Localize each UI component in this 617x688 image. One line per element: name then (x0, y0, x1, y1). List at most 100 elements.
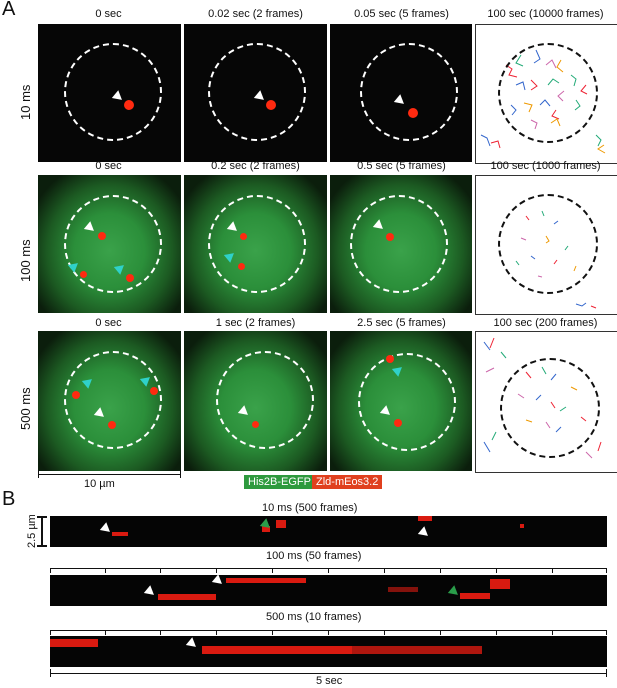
zld-spot (252, 421, 259, 428)
nucleus-outline (64, 195, 162, 293)
row1-image-2 (184, 24, 327, 162)
tick (440, 631, 441, 635)
white-arrowhead (185, 637, 200, 651)
tick (328, 569, 329, 573)
nucleus-outline (216, 351, 314, 449)
legend-red: Zld-mEos3.2 (312, 475, 383, 489)
row2-track-plot (475, 175, 617, 315)
zld-spot (126, 274, 134, 282)
kymo1-title: 10 ms (500 frames) (262, 502, 358, 514)
row3-track-plot (475, 331, 617, 473)
time-scale-cap (50, 669, 51, 677)
tick (496, 569, 497, 573)
row2-image-2 (184, 175, 327, 313)
scale-bar-label: 10 µm (84, 478, 115, 490)
nucleus-outline (350, 195, 448, 293)
time-scale-label: 5 sec (316, 675, 343, 687)
zld-spot (98, 232, 106, 240)
row1-col1-title: 0 sec (95, 8, 122, 20)
kymo3-title: 500 ms (10 frames) (266, 611, 362, 623)
vertical-scale-label: 2.5 µm (26, 514, 38, 548)
row3-image-2 (184, 331, 327, 471)
nucleus-outline (358, 353, 456, 451)
trace-segment (202, 646, 352, 654)
row2-image-3 (330, 175, 472, 313)
tick (216, 569, 217, 573)
zld-spot (80, 271, 87, 278)
row1-col3-title: 0.05 sec (5 frames) (354, 8, 449, 20)
row3-image-1 (38, 331, 181, 471)
zld-spot (150, 387, 158, 395)
row3-image-3 (330, 331, 472, 471)
row1-image-1 (38, 24, 181, 162)
zld-spot (266, 100, 276, 110)
white-arrowhead (211, 575, 226, 588)
row3-col1-title: 0 sec (95, 317, 122, 329)
trace-segment (276, 520, 286, 528)
trace-segment (520, 524, 524, 528)
tick (384, 631, 385, 635)
row3-col3-title: 2.5 sec (5 frames) (357, 317, 446, 329)
row3-col4-title: 100 sec (200 frames) (493, 317, 598, 329)
row3-col2-title: 1 sec (2 frames) (215, 317, 296, 329)
row1-track-plot (475, 24, 617, 164)
zld-spot (238, 263, 245, 270)
tick (552, 631, 553, 635)
tick (384, 569, 385, 573)
vertical-scale-cap (37, 545, 47, 547)
panel-a-letter: A (2, 0, 16, 20)
trace-segment (50, 639, 98, 647)
legend-green: His2B-EGFP (244, 475, 315, 489)
row2-col2-title: 0.2 sec (2 frames) (211, 160, 300, 172)
row1-col2-title: 0.02 sec (2 frames) (208, 8, 303, 20)
row2-col1-title: 0 sec (95, 160, 122, 172)
zld-spot (108, 421, 116, 429)
trace-segment (418, 516, 432, 521)
tick (50, 631, 51, 635)
tick (440, 569, 441, 573)
scale-bar (38, 474, 181, 475)
nucleus-outline (498, 194, 598, 294)
tick (50, 569, 51, 573)
trace-segment (158, 594, 216, 600)
zld-spot (386, 233, 394, 241)
time-scale-bar (50, 673, 607, 674)
zld-spot (240, 233, 247, 240)
time-scale-cap (606, 669, 607, 677)
zld-spot (386, 355, 394, 363)
tick (552, 569, 553, 573)
kymo2-title: 100 ms (50 frames) (266, 550, 362, 562)
tick (328, 631, 329, 635)
nucleus-outline (498, 43, 598, 143)
nucleus-outline (64, 43, 162, 141)
scale-bar-end (38, 470, 39, 478)
trace-segment (352, 646, 482, 654)
white-arrowhead (143, 585, 158, 599)
trace-segment (262, 526, 270, 532)
tick (606, 631, 607, 635)
tick (105, 631, 106, 635)
row2-label: 100 ms (18, 239, 33, 282)
tick (160, 631, 161, 635)
kymograph-500ms (50, 636, 607, 667)
tick-row-500ms (50, 630, 607, 635)
nucleus-outline (208, 195, 306, 293)
row3-label: 500 ms (18, 387, 33, 430)
tick (496, 631, 497, 635)
trace-segment (226, 578, 306, 583)
vertical-scale-bar (41, 516, 43, 547)
scale-bar-end (180, 470, 181, 478)
kymograph-100ms (50, 575, 607, 606)
trace-segment (112, 532, 128, 536)
zld-spot (394, 419, 402, 427)
row1-col4-title: 100 sec (10000 frames) (487, 8, 604, 20)
panel-b-letter: B (2, 488, 16, 510)
row2-col3-title: 0.5 sec (5 frames) (357, 160, 446, 172)
tick (105, 569, 106, 573)
trace-segment (460, 593, 490, 599)
nucleus-outline (208, 43, 306, 141)
tick-row-100ms (50, 568, 607, 573)
vertical-scale-cap (37, 516, 47, 518)
tick (272, 631, 273, 635)
kymograph-10ms (50, 516, 607, 547)
